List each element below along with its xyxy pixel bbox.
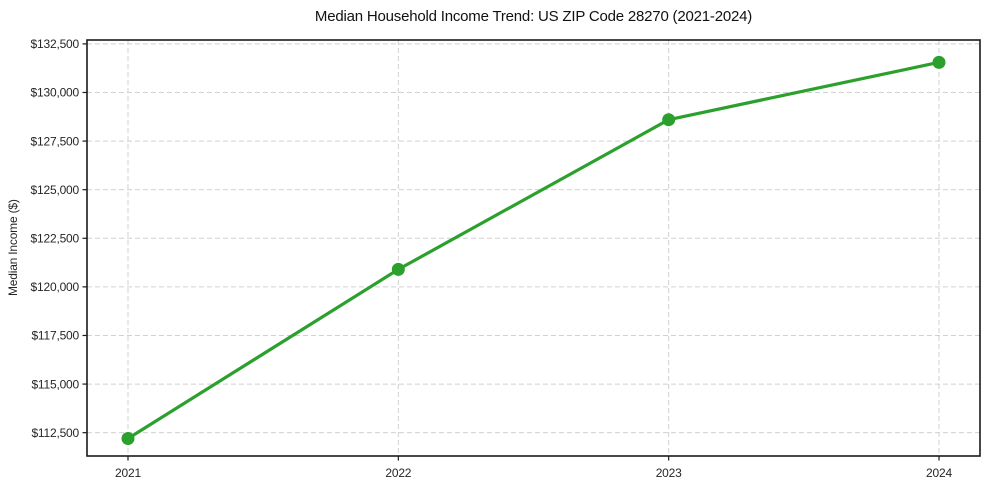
y-tick-label: $120,000 bbox=[31, 280, 80, 294]
y-tick-label: $112,500 bbox=[31, 426, 79, 440]
data-point-2023 bbox=[662, 113, 676, 127]
y-tick-label: $125,000 bbox=[31, 183, 80, 197]
x-tick-label: 2021 bbox=[115, 466, 141, 480]
trend-line bbox=[126, 60, 941, 441]
chart-title: Median Household Income Trend: US ZIP Co… bbox=[314, 8, 753, 25]
x-tick-label: 2024 bbox=[926, 466, 952, 480]
y-tick-label: $117,500 bbox=[31, 329, 79, 343]
x-tick-label: 2023 bbox=[656, 466, 682, 480]
plot-border bbox=[86, 39, 981, 457]
y-tick-label: $132,500 bbox=[31, 37, 80, 51]
y-tick-label: $130,000 bbox=[31, 86, 80, 100]
y-tick-label: $122,500 bbox=[31, 231, 80, 245]
data-point-2022 bbox=[391, 262, 405, 276]
y-tick-label: $127,500 bbox=[31, 134, 80, 148]
data-point-2021 bbox=[121, 432, 135, 446]
data-point-2024 bbox=[932, 55, 946, 69]
x-tick-label: 2022 bbox=[385, 466, 411, 480]
y-tick-label: $115,000 bbox=[31, 377, 79, 391]
